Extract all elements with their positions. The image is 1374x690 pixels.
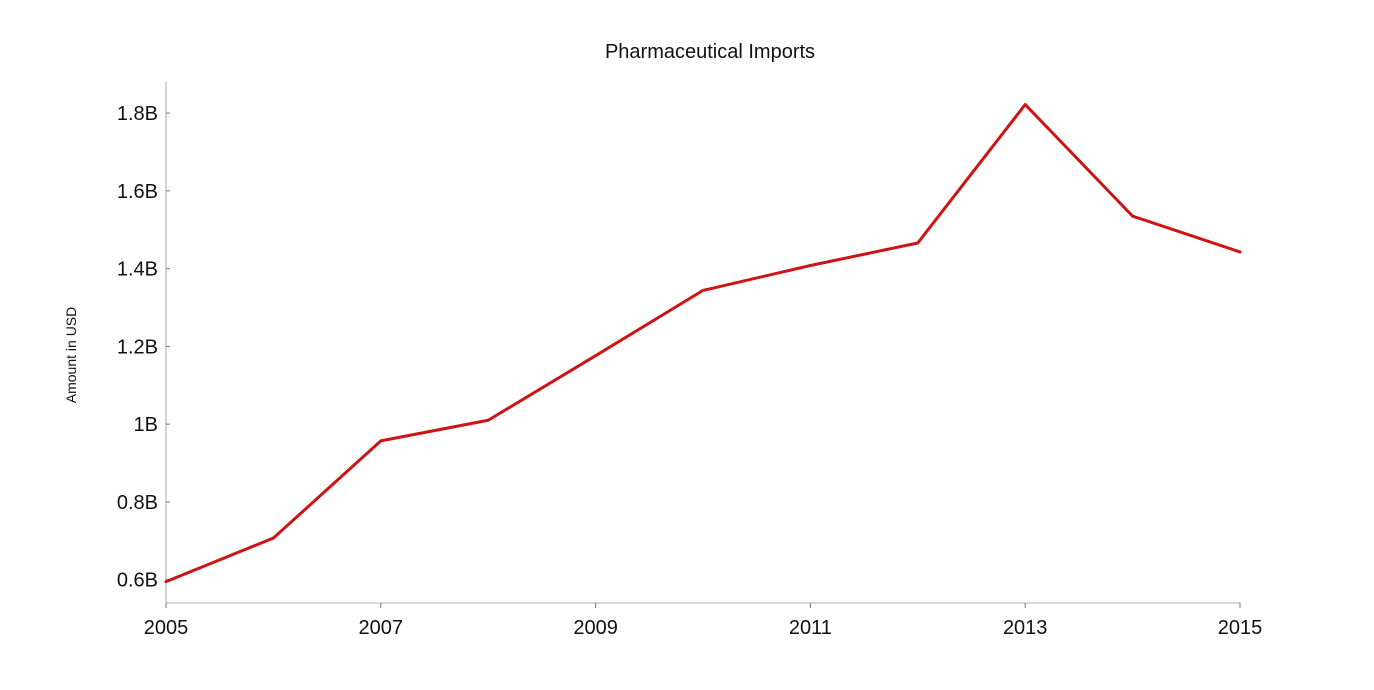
x-tick-label: 2015 (1218, 617, 1263, 639)
data-point-2015 (1238, 250, 1242, 254)
data-point-2014 (1131, 214, 1134, 218)
y-tick-label: 1B (134, 414, 158, 436)
data-point-2013 (1023, 103, 1027, 106)
data-point-2005 (164, 580, 168, 584)
data-point-2006 (272, 536, 275, 540)
y-tick-label: 1.6B (117, 181, 158, 203)
data-point-2007 (379, 439, 383, 443)
y-tick-label: 1.8B (117, 103, 158, 125)
y-tick-label: 0.8B (117, 492, 158, 514)
y-axis-label: Amount in USD (63, 307, 79, 403)
y-tick-label: 1.4B (117, 259, 158, 281)
x-tick-label: 2013 (1003, 617, 1048, 639)
data-point-2011 (809, 264, 812, 267)
data-point-2008 (486, 418, 490, 422)
series-group (164, 103, 1242, 584)
x-axis-ticks: 2005 2007 2009 2011 2013 2015 (144, 603, 1263, 639)
data-point-2009 (594, 354, 597, 358)
data-point-2012 (916, 241, 920, 245)
data-point-2010 (701, 289, 705, 292)
y-tick-label: 1.2B (117, 336, 158, 358)
y-axis-ticks: 0.6B 0.8B 1B 1.2B 1.4B 1.6B 1.8B (117, 103, 170, 592)
x-tick-label: 2011 (789, 617, 832, 639)
x-tick-label: 2007 (359, 617, 404, 639)
y-tick-label: 0.6B (117, 570, 158, 592)
x-tick-label: 2009 (573, 617, 618, 639)
chart-title: Pharmaceutical Imports (605, 41, 815, 63)
series-line-0 (164, 103, 1242, 584)
x-tick-label: 2005 (144, 617, 189, 639)
